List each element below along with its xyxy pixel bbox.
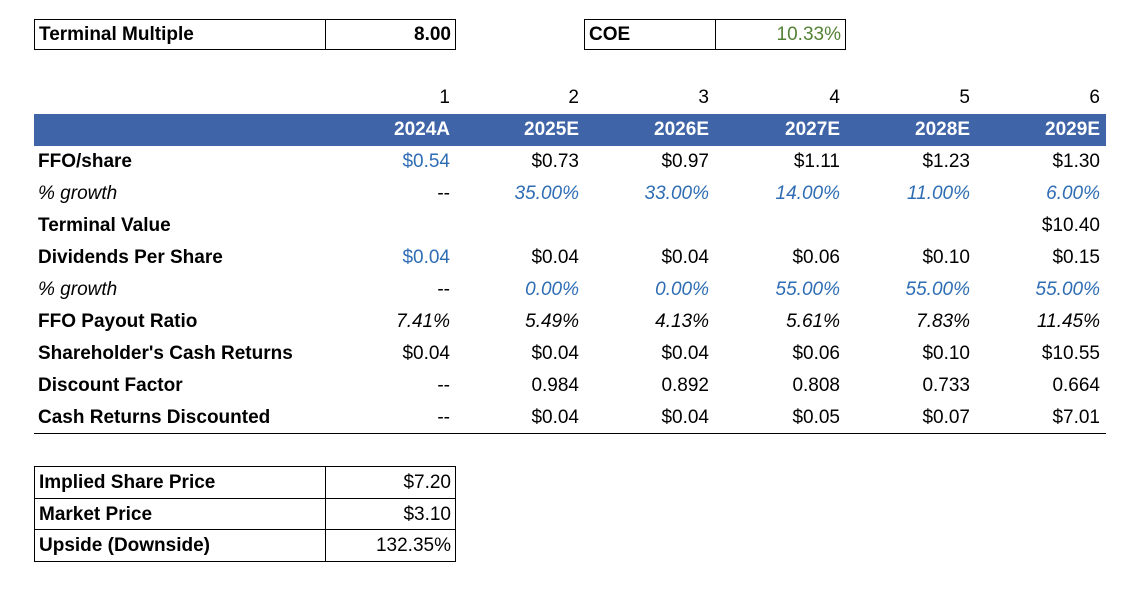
ffo-growth-value-6[interactable]: 6.00% bbox=[1046, 183, 1100, 204]
coe-box: COE 10.33% bbox=[584, 19, 846, 50]
terminal-value-label: Terminal Value bbox=[38, 215, 171, 236]
ffo-value-4: $1.11 bbox=[793, 151, 840, 172]
ffo-growth-row: % growth -- 35.00% 33.00% 14.00% 11.00% … bbox=[34, 178, 1106, 210]
cash-returns-value-5: $0.10 bbox=[922, 343, 970, 364]
payout-value-5: 7.83% bbox=[916, 311, 970, 332]
discounted-value-5: $0.07 bbox=[922, 407, 970, 428]
ffo-growth-label: % growth bbox=[38, 183, 118, 204]
discounted-row: Cash Returns Discounted -- $0.04 $0.04 $… bbox=[34, 402, 1106, 434]
payout-value-4: 5.61% bbox=[786, 311, 840, 332]
payout-value-1: 7.41% bbox=[396, 311, 450, 332]
dps-growth-row: % growth -- 0.00% 0.00% 55.00% 55.00% 55… bbox=[34, 274, 1106, 306]
period-3: 3 bbox=[698, 87, 709, 108]
dps-growth-value-6[interactable]: 55.00% bbox=[1035, 279, 1100, 300]
year-2029e: 2029E bbox=[1045, 119, 1100, 140]
discounted-value-6: $7.01 bbox=[1052, 407, 1100, 428]
period-2: 2 bbox=[568, 87, 579, 108]
upside-label: Upside (Downside) bbox=[39, 535, 211, 556]
year-2026e: 2026E bbox=[654, 119, 709, 140]
ffo-value-3: $0.97 bbox=[661, 151, 709, 172]
dps-row: Dividends Per Share $0.04 $0.04 $0.04 $0… bbox=[34, 242, 1106, 274]
year-2028e: 2028E bbox=[915, 119, 970, 140]
terminal-value-6: $10.40 bbox=[1041, 215, 1100, 236]
ffo-growth-value-5[interactable]: 11.00% bbox=[906, 183, 970, 204]
ffo-growth-value-1: -- bbox=[437, 183, 450, 204]
period-6: 6 bbox=[1089, 87, 1100, 108]
year-2025e: 2025E bbox=[524, 119, 579, 140]
ffo-label: FFO/share bbox=[38, 151, 132, 172]
terminal-multiple-value[interactable]: 8.00 bbox=[325, 20, 455, 49]
market-price-label: Market Price bbox=[39, 504, 153, 525]
ffo-row: FFO/share $0.54 $0.73 $0.97 $1.11 $1.23 … bbox=[34, 146, 1106, 178]
discount-factor-value-4: 0.808 bbox=[792, 375, 840, 396]
discount-factor-label: Discount Factor bbox=[38, 375, 183, 396]
discount-factor-value-5: 0.733 bbox=[922, 375, 970, 396]
payout-row: FFO Payout Ratio 7.41% 5.49% 4.13% 5.61%… bbox=[34, 306, 1106, 338]
ffo-value-1[interactable]: $0.54 bbox=[402, 151, 450, 172]
upside-row: Upside (Downside) 132.35% bbox=[35, 529, 455, 562]
payout-label: FFO Payout Ratio bbox=[38, 311, 198, 332]
coe-value[interactable]: 10.33% bbox=[715, 20, 845, 49]
market-price-row: Market Price $3.10 bbox=[35, 498, 455, 531]
ffo-value-5: $1.23 bbox=[922, 151, 970, 172]
upside-value: 132.35% bbox=[325, 530, 455, 562]
ffo-value-6: $1.30 bbox=[1052, 151, 1100, 172]
cash-returns-label: Shareholder's Cash Returns bbox=[38, 343, 293, 364]
terminal-value-row: Terminal Value $10.40 bbox=[34, 210, 1106, 242]
terminal-multiple-label: Terminal Multiple bbox=[39, 23, 194, 45]
dps-value-6: $0.15 bbox=[1052, 247, 1100, 268]
payout-value-3: 4.13% bbox=[655, 311, 709, 332]
period-row: 1 2 3 4 5 6 bbox=[34, 82, 1106, 114]
payout-value-2: 5.49% bbox=[525, 311, 579, 332]
year-2024a: 2024A bbox=[394, 119, 450, 140]
dps-value-4: $0.06 bbox=[792, 247, 840, 268]
valuation-summary-box: Implied Share Price $7.20 Market Price $… bbox=[34, 466, 456, 562]
implied-price-value: $7.20 bbox=[325, 467, 455, 499]
dps-growth-value-2[interactable]: 0.00% bbox=[525, 279, 579, 300]
discount-factor-row: Discount Factor -- 0.984 0.892 0.808 0.7… bbox=[34, 370, 1106, 402]
discount-factor-value-2: 0.984 bbox=[531, 375, 579, 396]
ffo-growth-value-2[interactable]: 35.00% bbox=[514, 183, 579, 204]
year-2027e: 2027E bbox=[785, 119, 840, 140]
discounted-value-2: $0.04 bbox=[531, 407, 579, 428]
dps-value-5: $0.10 bbox=[922, 247, 970, 268]
discount-factor-value-1: -- bbox=[437, 375, 450, 396]
payout-value-6: 11.45% bbox=[1036, 311, 1100, 332]
period-4: 4 bbox=[829, 87, 840, 108]
implied-price-label: Implied Share Price bbox=[39, 472, 216, 493]
year-header-bar: 2024A 2025E 2026E 2027E 2028E 2029E bbox=[34, 114, 1106, 146]
dps-value-2: $0.04 bbox=[531, 247, 579, 268]
period-1: 1 bbox=[439, 87, 450, 108]
cash-returns-value-6: $10.55 bbox=[1041, 343, 1100, 364]
dps-growth-value-3[interactable]: 0.00% bbox=[655, 279, 709, 300]
period-5: 5 bbox=[959, 87, 970, 108]
dps-label: Dividends Per Share bbox=[38, 247, 223, 268]
dps-value-3: $0.04 bbox=[661, 247, 709, 268]
coe-label: COE bbox=[589, 23, 631, 45]
discount-factor-value-6: 0.664 bbox=[1052, 375, 1100, 396]
discounted-value-3: $0.04 bbox=[661, 407, 709, 428]
dps-growth-value-1: -- bbox=[437, 279, 450, 300]
table-bottom-border bbox=[34, 433, 1106, 434]
discount-factor-value-3: 0.892 bbox=[661, 375, 709, 396]
market-price-value[interactable]: $3.10 bbox=[325, 499, 455, 531]
ffo-value-2: $0.73 bbox=[531, 151, 579, 172]
cash-returns-value-1: $0.04 bbox=[402, 343, 450, 364]
ffo-growth-value-3[interactable]: 33.00% bbox=[644, 183, 709, 204]
discounted-label: Cash Returns Discounted bbox=[38, 407, 271, 428]
cash-returns-value-2: $0.04 bbox=[531, 343, 579, 364]
cash-returns-row: Shareholder's Cash Returns $0.04 $0.04 $… bbox=[34, 338, 1106, 370]
dps-growth-value-4[interactable]: 55.00% bbox=[775, 279, 840, 300]
ffo-growth-value-4[interactable]: 14.00% bbox=[775, 183, 840, 204]
discounted-value-1: -- bbox=[437, 407, 450, 428]
dps-growth-value-5[interactable]: 55.00% bbox=[905, 279, 970, 300]
dps-growth-label: % growth bbox=[38, 279, 118, 300]
dps-value-1[interactable]: $0.04 bbox=[402, 247, 450, 268]
discounted-value-4: $0.05 bbox=[792, 407, 840, 428]
terminal-multiple-box: Terminal Multiple 8.00 bbox=[34, 19, 456, 50]
cash-returns-value-3: $0.04 bbox=[661, 343, 709, 364]
implied-price-row: Implied Share Price $7.20 bbox=[35, 467, 455, 499]
cash-returns-value-4: $0.06 bbox=[792, 343, 840, 364]
